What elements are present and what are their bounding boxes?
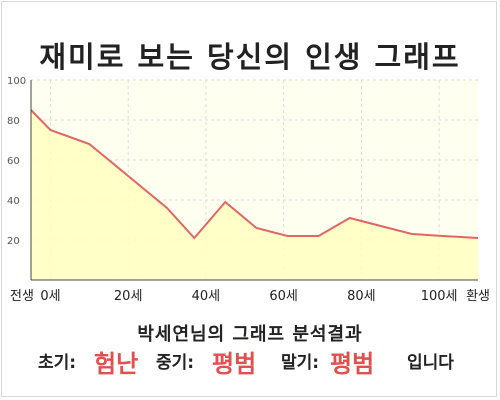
x-axis: 전생 0세 20세 40세 60세 80세 100세 환생 [10, 289, 490, 304]
y-tick-label: 20 [7, 236, 20, 247]
late-label: 말기: [281, 353, 320, 373]
y-tick-label: 60 [7, 156, 20, 167]
x-tick-label: 20세 [114, 289, 143, 304]
life-line [30, 109, 479, 240]
life-area-fill [31, 110, 478, 280]
x-tick-label: 100세 [421, 289, 458, 304]
analysis-summary: 박세연님의 그래프 분석결과 [137, 324, 363, 345]
x-tick-label: 60세 [269, 289, 298, 304]
analysis-result: 초기: 험난 중기: 평범 말기: 평범 입니다 [0, 348, 500, 380]
early-value: 험난 [94, 350, 139, 378]
page-title: 재미로 보는 당신의 인생 그래프 [39, 40, 461, 74]
x-tick-label: 전생 [10, 289, 34, 304]
early-label: 초기: [38, 353, 77, 373]
x-tick-label: 80세 [347, 289, 376, 304]
x-tick-label: 환생 [466, 289, 490, 304]
mid-value: 평범 [212, 350, 257, 378]
mid-label: 중기: [156, 353, 195, 373]
y-tick-label: 80 [7, 116, 20, 127]
y-tick-label: 100 [7, 76, 26, 87]
y-axis: 20 40 60 80 100 [7, 76, 26, 247]
x-tick-label: 0세 [40, 289, 60, 304]
x-tick-label: 40세 [192, 289, 221, 304]
y-tick-label: 40 [7, 196, 20, 207]
late-value: 평범 [330, 350, 375, 378]
result-suffix: 입니다 [407, 353, 454, 373]
